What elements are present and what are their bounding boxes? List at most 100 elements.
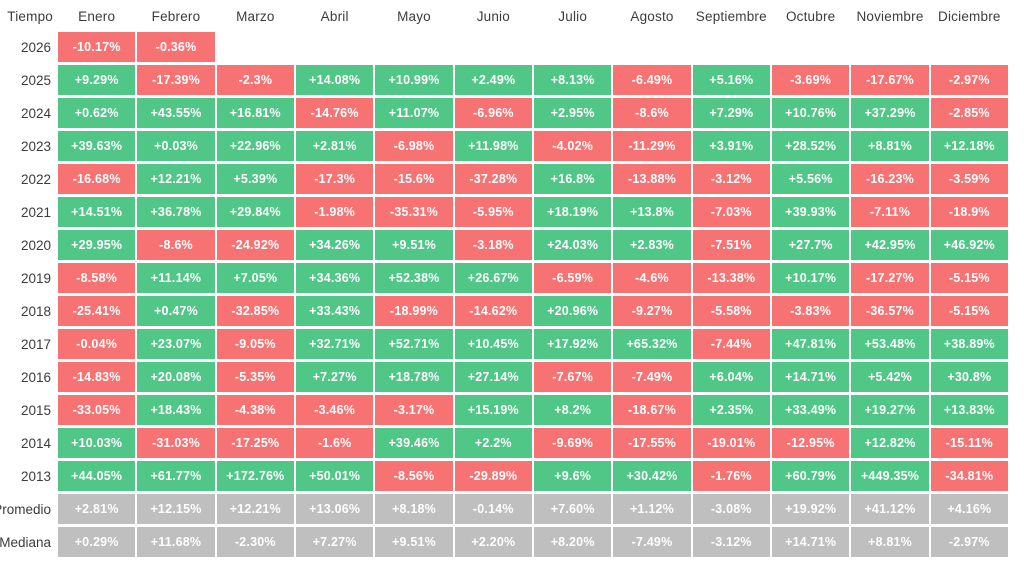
return-cell: -2.3% <box>216 65 294 95</box>
return-cell: +33.49% <box>772 395 850 425</box>
column-header-month: Septiembre <box>695 8 767 24</box>
return-cell: +46.92% <box>930 230 1008 260</box>
return-cell: +26.67% <box>454 263 532 293</box>
return-cell: +15.19% <box>454 395 532 425</box>
column-header-month: Noviembre <box>856 8 924 24</box>
return-cell: -13.88% <box>613 164 691 194</box>
return-cell: -3.46% <box>296 395 374 425</box>
return-cell: +1.12% <box>613 494 691 524</box>
column-header-month: Diciembre <box>938 8 1001 24</box>
return-cell: +33.43% <box>296 296 374 326</box>
return-cell: -17.39% <box>137 65 215 95</box>
return-cell: -14.76% <box>296 98 374 128</box>
return-cell: +10.45% <box>454 329 532 359</box>
return-cell: -17.3% <box>296 164 374 194</box>
return-cell: -18.67% <box>613 395 691 425</box>
return-cell: +42.95% <box>851 230 929 260</box>
return-cell: +11.98% <box>454 131 532 161</box>
return-cell: -11.29% <box>613 131 691 161</box>
return-cell: +3.91% <box>692 131 770 161</box>
return-cell: -19.01% <box>692 428 770 458</box>
return-cell: +0.03% <box>137 131 215 161</box>
return-cell: -37.28% <box>454 164 532 194</box>
row-label-year: 2026 <box>20 39 51 55</box>
return-cell: -25.41% <box>58 296 136 326</box>
return-cell: -5.15% <box>930 296 1008 326</box>
return-cell: +41.12% <box>851 494 929 524</box>
return-cell: -6.49% <box>613 65 691 95</box>
column-header-tiempo: Tiempo <box>7 8 53 24</box>
return-cell: +5.39% <box>216 164 294 194</box>
return-cell: +2.20% <box>454 527 532 557</box>
return-cell: -0.36% <box>137 32 215 62</box>
row-label-year: 2015 <box>20 402 51 418</box>
return-cell: +18.19% <box>534 197 612 227</box>
return-cell: -2.85% <box>930 98 1008 128</box>
return-cell: +8.20% <box>534 527 612 557</box>
empty-cell <box>693 32 770 62</box>
return-cell: -3.12% <box>692 527 770 557</box>
return-cell: +34.36% <box>296 263 374 293</box>
return-cell: +8.18% <box>375 494 453 524</box>
return-cell: -14.83% <box>58 362 136 392</box>
return-cell: +17.92% <box>534 329 612 359</box>
return-cell: +14.51% <box>58 197 136 227</box>
return-cell: -17.67% <box>851 65 929 95</box>
return-cell: +24.03% <box>534 230 612 260</box>
return-cell: -16.23% <box>851 164 929 194</box>
return-cell: +23.07% <box>137 329 215 359</box>
monthly-returns-table: Tiempo Enero Febrero Marzo Abril Mayo Ju… <box>0 8 1008 557</box>
return-cell: +2.95% <box>534 98 612 128</box>
return-cell: +11.68% <box>137 527 215 557</box>
return-cell: -3.08% <box>692 494 770 524</box>
return-cell: -0.14% <box>454 494 532 524</box>
return-cell: +6.04% <box>692 362 770 392</box>
return-cell: -1.76% <box>692 461 770 491</box>
return-cell: -29.89% <box>454 461 532 491</box>
return-cell: +27.14% <box>454 362 532 392</box>
return-cell: +8.2% <box>534 395 612 425</box>
return-cell: +7.29% <box>692 98 770 128</box>
return-cell: +16.81% <box>216 98 294 128</box>
return-cell: +20.96% <box>534 296 612 326</box>
return-cell: -7.44% <box>692 329 770 359</box>
return-cell: -8.56% <box>375 461 453 491</box>
return-cell: -16.68% <box>58 164 136 194</box>
return-cell: -14.62% <box>454 296 532 326</box>
return-cell: +9.51% <box>375 527 453 557</box>
return-cell: +10.03% <box>58 428 136 458</box>
return-cell: +4.16% <box>930 494 1008 524</box>
return-cell: -3.83% <box>772 296 850 326</box>
return-cell: +43.55% <box>137 98 215 128</box>
return-cell: +30.8% <box>930 362 1008 392</box>
return-cell: -31.03% <box>137 428 215 458</box>
return-cell: -7.11% <box>851 197 929 227</box>
return-cell: -4.02% <box>534 131 612 161</box>
return-cell: -3.17% <box>375 395 453 425</box>
return-cell: -9.05% <box>216 329 294 359</box>
row-label-summary: Promedio <box>0 501 51 517</box>
return-cell: +52.38% <box>375 263 453 293</box>
row-label-year: 2014 <box>20 435 51 451</box>
return-cell: -0.04% <box>58 329 136 359</box>
return-cell: +29.95% <box>58 230 136 260</box>
return-cell: +5.16% <box>692 65 770 95</box>
return-cell: +13.83% <box>930 395 1008 425</box>
return-cell: +9.29% <box>58 65 136 95</box>
return-cell: +14.71% <box>772 527 850 557</box>
return-cell: -36.57% <box>851 296 929 326</box>
return-cell: -1.98% <box>296 197 374 227</box>
return-cell: +8.81% <box>851 131 929 161</box>
column-header-month: Octubre <box>785 8 836 24</box>
return-cell: +11.07% <box>375 98 453 128</box>
row-label-year: 2021 <box>20 204 51 220</box>
return-cell: +53.48% <box>851 329 929 359</box>
return-cell: +20.08% <box>137 362 215 392</box>
return-cell: -7.49% <box>613 527 691 557</box>
return-cell: +2.2% <box>454 428 532 458</box>
return-cell: -2.97% <box>930 65 1008 95</box>
return-cell: +10.17% <box>772 263 850 293</box>
return-cell: -5.15% <box>930 263 1008 293</box>
return-cell: -3.12% <box>692 164 770 194</box>
return-cell: -18.99% <box>375 296 453 326</box>
